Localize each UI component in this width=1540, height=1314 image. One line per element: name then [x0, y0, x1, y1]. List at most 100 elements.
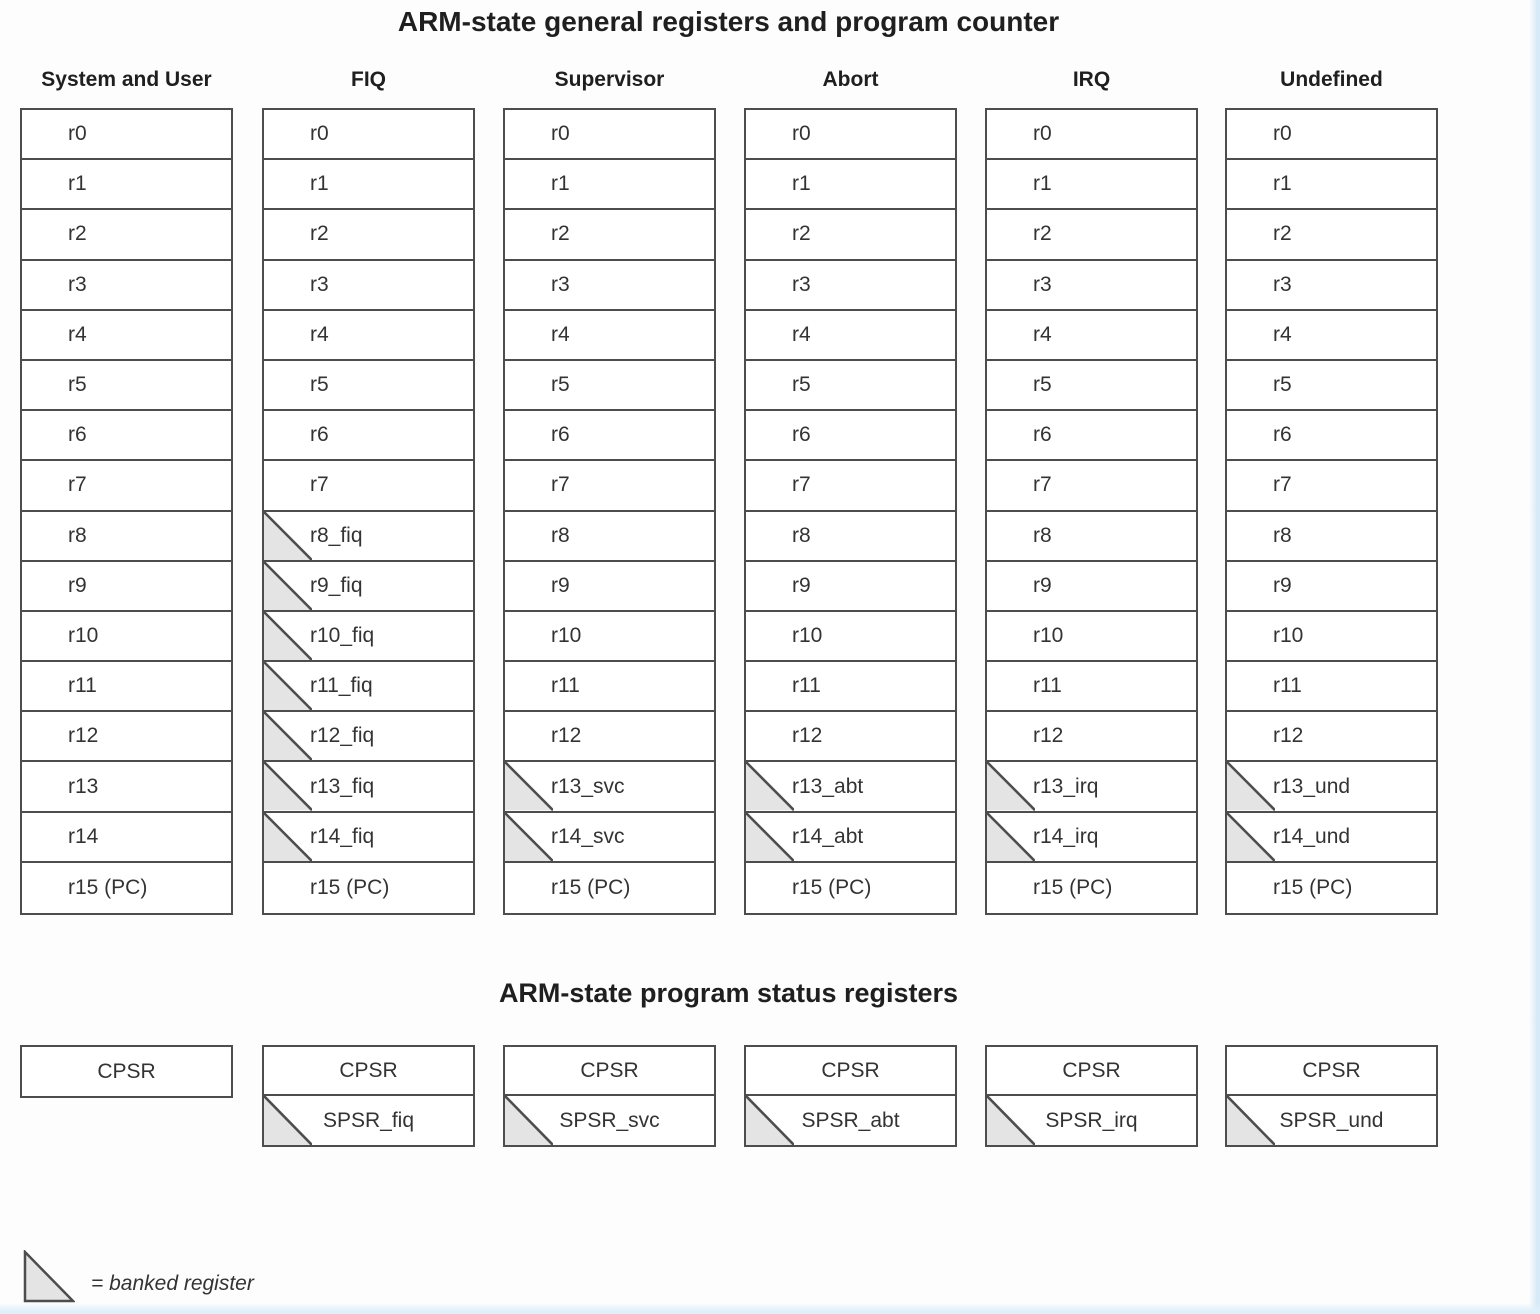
register-label: r5	[68, 373, 87, 397]
register-cell-undefined-r5: r5	[1227, 360, 1436, 412]
register-cell-abort-r15-pc: r15 (PC)	[746, 862, 955, 913]
register-label: r8	[1273, 523, 1292, 547]
register-cell-irq-r0: r0	[987, 110, 1196, 161]
register-label: r12_fiq	[310, 724, 375, 748]
register-cell-abort-r1: r1	[746, 160, 955, 211]
status-register-label: SPSR_abt	[801, 1108, 900, 1132]
register-cell-supervisor-r15-pc: r15 (PC)	[505, 862, 714, 913]
register-cell-undefined-r7: r7	[1227, 461, 1436, 512]
register-cell-supervisor-r1: r1	[505, 160, 714, 211]
column-header-fiq: FIQ	[351, 68, 386, 91]
register-cell-system-and-user-r10: r10	[22, 611, 231, 663]
register-cell-irq-r11: r11	[987, 662, 1196, 713]
register-label: r5	[1273, 373, 1292, 397]
register-cell-irq-r13-irq: r13_irq	[987, 762, 1196, 813]
register-label: r2	[792, 222, 811, 246]
register-label: r8	[68, 523, 87, 547]
register-cell-undefined-r3: r3	[1227, 260, 1436, 311]
register-label: r13_fiq	[310, 774, 375, 798]
register-cell-supervisor-r14-svc: r14_svc	[505, 812, 714, 863]
register-cell-system-and-user-r3: r3	[22, 260, 231, 311]
status-cell-irq-spsr-irq: SPSR_irq	[987, 1096, 1196, 1145]
register-label: r11	[1033, 674, 1062, 698]
register-label: r7	[1033, 473, 1052, 497]
register-cell-undefined-r9: r9	[1227, 561, 1436, 612]
register-label: r12	[68, 724, 99, 748]
register-label: r1	[792, 172, 811, 196]
status-cell-supervisor-cpsr: CPSR	[505, 1047, 714, 1096]
register-label: r8	[1033, 523, 1052, 547]
register-label: r8_fiq	[310, 523, 363, 547]
status-register-label: CPSR	[339, 1058, 398, 1082]
status-title: ARM-state program status registers	[498, 978, 959, 1008]
register-cell-system-and-user-r8: r8	[22, 511, 231, 562]
register-cell-supervisor-r4: r4	[505, 310, 714, 361]
register-cell-irq-r1: r1	[987, 160, 1196, 211]
status-register-label: CPSR	[821, 1058, 880, 1082]
register-label: r2	[68, 222, 87, 246]
status-register-label: SPSR_svc	[559, 1108, 660, 1132]
register-label: r9	[551, 573, 570, 597]
register-label: r7	[792, 473, 811, 497]
register-label: r13_irq	[1033, 774, 1099, 798]
register-label: r9	[792, 573, 811, 597]
register-label: r10_fiq	[310, 623, 375, 647]
register-cell-irq-r3: r3	[987, 260, 1196, 311]
register-label: r0	[68, 122, 87, 146]
status-register-label: CPSR	[1302, 1058, 1361, 1082]
register-label: r5	[792, 373, 811, 397]
register-cell-undefined-r1: r1	[1227, 160, 1436, 211]
register-cell-fiq-r10-fiq: r10_fiq	[264, 611, 473, 663]
register-label: r3	[551, 272, 570, 296]
column-header-undefined: Undefined	[1280, 68, 1383, 91]
register-cell-system-and-user-r4: r4	[22, 310, 231, 361]
register-label: r11	[792, 674, 821, 698]
register-label: r11	[1273, 674, 1302, 698]
register-cell-abort-r2: r2	[746, 210, 955, 261]
register-cell-system-and-user-r14: r14	[22, 812, 231, 863]
register-label: r14_irq	[1033, 824, 1099, 848]
register-label: r15 (PC)	[792, 875, 872, 899]
register-cell-supervisor-r12: r12	[505, 712, 714, 763]
register-label: r15 (PC)	[1273, 875, 1353, 899]
legend-label: = banked register	[91, 1272, 254, 1295]
register-cell-irq-r7: r7	[987, 461, 1196, 512]
register-column-supervisor: r0 r1 r2 r3 r4 r5 r6 r7 r8 r9 r10 r11 r12 r13_svc r14_…	[503, 108, 716, 915]
register-cell-fiq-r0: r0	[264, 110, 473, 161]
register-label: r3	[68, 272, 87, 296]
register-label: r6	[792, 423, 811, 447]
register-cell-irq-r9: r9	[987, 561, 1196, 612]
register-cell-fiq-r2: r2	[264, 210, 473, 261]
register-label: r4	[1273, 322, 1292, 346]
register-cell-supervisor-r6: r6	[505, 411, 714, 462]
register-cell-abort-r4: r4	[746, 310, 955, 361]
register-label: r0	[1033, 122, 1052, 146]
register-label: r14_svc	[551, 824, 625, 848]
register-cell-abort-r3: r3	[746, 260, 955, 311]
register-label: r5	[310, 373, 329, 397]
register-cell-fiq-r14-fiq: r14_fiq	[264, 812, 473, 863]
status-cell-irq-cpsr: CPSR	[987, 1047, 1196, 1096]
register-cell-undefined-r12: r12	[1227, 712, 1436, 763]
register-cell-supervisor-r2: r2	[505, 210, 714, 261]
status-column-undefined: CPSR SPSR_und	[1225, 1045, 1438, 1147]
register-label: r13_abt	[792, 774, 864, 798]
status-cell-undefined-cpsr: CPSR	[1227, 1047, 1436, 1096]
register-cell-abort-r13-abt: r13_abt	[746, 762, 955, 813]
status-register-label: CPSR	[580, 1058, 639, 1082]
register-label: r9	[1033, 573, 1052, 597]
status-register-label: SPSR_fiq	[322, 1108, 415, 1132]
register-cell-fiq-r15-pc: r15 (PC)	[264, 862, 473, 913]
status-column-system-and-user: CPSR	[20, 1045, 233, 1098]
register-label: r15 (PC)	[68, 875, 148, 899]
register-cell-abort-r0: r0	[746, 110, 955, 161]
register-cell-abort-r12: r12	[746, 712, 955, 763]
register-cell-abort-r8: r8	[746, 511, 955, 562]
register-cell-irq-r15-pc: r15 (PC)	[987, 862, 1196, 913]
status-register-label: SPSR_und	[1279, 1108, 1384, 1132]
register-label: r6	[1033, 423, 1052, 447]
register-cell-supervisor-r13-svc: r13_svc	[505, 762, 714, 813]
screen-edge-tint-bottom	[0, 1303, 1540, 1314]
register-cell-abort-r7: r7	[746, 461, 955, 512]
register-cell-fiq-r3: r3	[264, 260, 473, 311]
